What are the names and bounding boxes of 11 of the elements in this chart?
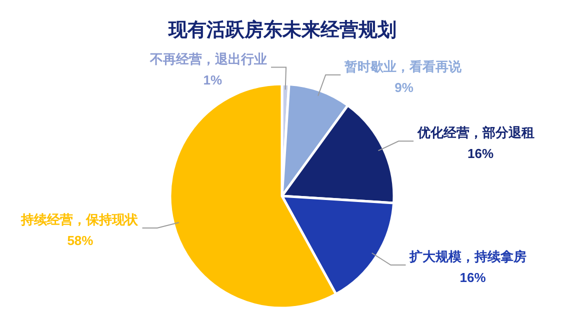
slice-label: 暂时歇业，看看再说 <box>344 58 463 74</box>
data-label: 9% <box>394 80 414 95</box>
data-label: 58% <box>67 233 94 248</box>
chart-title: 现有活跃房东未来经营规划 <box>168 19 396 41</box>
data-label: 16% <box>468 146 494 162</box>
data-label: 16% <box>460 270 486 286</box>
data-label: 1% <box>203 72 222 88</box>
slice-label: 不再经营，退出行业 <box>149 51 268 66</box>
slice-label: 扩大规模，持续拿房 <box>408 249 527 264</box>
slice-label: 优化经营，部分退租 <box>416 125 535 140</box>
slice-label: 持续经营，保持现状 <box>20 212 140 228</box>
